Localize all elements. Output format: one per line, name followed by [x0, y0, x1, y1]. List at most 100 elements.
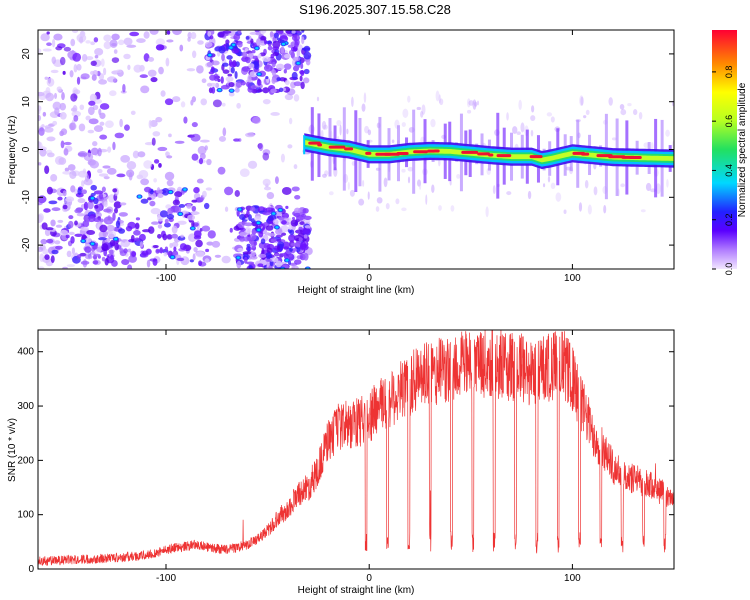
heatmap-speckle: [546, 112, 553, 117]
heatmap-speckle: [407, 166, 414, 172]
heatmap-noise-blob: [72, 30, 79, 34]
heatmap-noise-blob: [99, 121, 105, 126]
heatmap-noise-blob: [38, 246, 44, 252]
heatmap-cluster-blob: [119, 202, 127, 206]
heatmap-speckle: [516, 131, 521, 135]
heatmap-cluster-blob: [204, 41, 213, 48]
heatmap-noise-blob: [52, 101, 62, 111]
heatmap-noise-blob: [54, 240, 61, 245]
heatmap-noise-blob: [40, 238, 48, 245]
heatmap-cluster-blob: [109, 249, 114, 256]
heatmap-cluster-blob: [133, 230, 141, 236]
heatmap-cluster-blob: [237, 247, 244, 252]
heatmap-noise-blob: [46, 77, 55, 87]
heatmap-cluster-blob: [66, 250, 72, 258]
heatmap-noise-blob: [143, 31, 150, 39]
heatmap-speckle: [466, 98, 471, 108]
heatmap-noise-blob: [38, 91, 45, 97]
heatmap-cluster-blob: [45, 227, 54, 231]
heatmap-cluster-blob: [65, 196, 75, 203]
heatmap-cluster-blob: [121, 258, 130, 266]
heatmap-cluster-blob: [234, 71, 238, 79]
heatmap-cluster-blob: [273, 32, 279, 39]
heatmap-hotspot-core: [178, 212, 182, 216]
snr-y-tick-label: 300: [17, 401, 34, 412]
heatmap-speckle: [506, 112, 509, 121]
heatmap-cluster-blob: [237, 30, 242, 34]
heatmap-noise-blob: [266, 191, 275, 200]
heatmap-speckle: [308, 126, 312, 133]
heatmap-cluster-blob: [123, 248, 128, 254]
heatmap-cluster-blob: [262, 211, 271, 216]
heatmap-noise-blob: [42, 248, 49, 255]
heatmap-cluster-blob: [275, 63, 285, 71]
heatmap-noise-blob: [201, 78, 207, 84]
heatmap-cluster-blob: [50, 219, 56, 227]
heatmap-cluster-blob: [270, 88, 277, 94]
heatmap-cluster-blob: [191, 205, 197, 212]
heatmap-noise-blob: [112, 212, 116, 221]
heatmap-speckle: [346, 128, 349, 135]
heatmap-cluster-blob: [193, 246, 198, 253]
heatmap-cluster-blob: [252, 55, 258, 60]
heatmap-noise-blob: [200, 98, 208, 106]
heatmap-cluster-blob: [142, 229, 151, 233]
heatmap-cluster-blob: [283, 68, 287, 74]
heatmap-noise-blob: [69, 70, 74, 78]
heatmap-cluster-blob: [242, 251, 252, 255]
heatmap-speckle: [395, 198, 400, 205]
colorbar-tick-label: 0.4: [724, 164, 734, 177]
heatmap-noise-blob: [132, 150, 140, 159]
heatmap-noise-blob: [100, 58, 105, 67]
heatmap-noise-blob: [85, 209, 89, 215]
heatmap-cluster-blob: [93, 253, 101, 257]
heatmap-cluster-blob: [252, 60, 259, 65]
heatmap-cluster-blob: [237, 221, 245, 229]
heatmap-noise-blob: [199, 139, 210, 143]
heatmap-cluster-blob: [300, 62, 304, 70]
heatmap-cluster-blob: [113, 201, 122, 209]
heatmap-cluster-blob: [240, 80, 246, 86]
heatmap-noise-blob: [129, 31, 140, 37]
heatmap-ridge-peak: [365, 151, 372, 155]
heatmap-cluster-blob: [75, 192, 84, 198]
heatmap-speckle: [421, 104, 426, 115]
heatmap-cluster-blob: [247, 246, 251, 253]
heatmap-cluster-blob: [70, 185, 76, 193]
heatmap-cluster-blob: [86, 229, 96, 235]
heatmap-cluster-blob: [211, 60, 220, 66]
heatmap-noise-blob: [196, 178, 204, 184]
heatmap-noise-blob: [92, 141, 98, 147]
heatmap-speckle: [506, 191, 512, 196]
colorbar-tick-label: 0.2: [724, 213, 734, 226]
heatmap-speckle: [336, 120, 342, 126]
colorbar-label: Normalized spectral amplitude: [737, 82, 748, 217]
heatmap-speckle: [650, 142, 654, 151]
heatmap-noise-blob: [123, 37, 133, 46]
heatmap-noise-blob: [140, 178, 150, 186]
heatmap-cluster-blob: [249, 255, 258, 260]
heatmap-noise-blob: [126, 44, 137, 48]
heatmap-noise-blob: [151, 137, 156, 146]
heatmap-noise-blob: [180, 101, 186, 108]
heatmap-cluster-blob: [228, 59, 233, 66]
heatmap-cluster-blob: [293, 81, 302, 87]
heatmap-noise-blob: [198, 157, 204, 165]
heatmap-cluster-blob: [291, 71, 298, 80]
heatmap-speckle: [376, 197, 383, 204]
heatmap-noise-blob: [164, 98, 174, 106]
heatmap-noise-blob: [293, 164, 298, 170]
heatmap-hotspot-core: [169, 190, 173, 194]
heatmap-cluster-blob: [285, 205, 289, 209]
heatmap-noise-blob: [70, 93, 78, 102]
heatmap-noise-blob: [174, 140, 185, 144]
heatmap-cluster-blob: [46, 238, 54, 244]
heatmap-hotspot-core: [257, 228, 261, 232]
heatmap-cluster-blob: [246, 81, 251, 87]
heatmap-noise-blob: [89, 70, 95, 76]
heatmap-speckle: [439, 98, 444, 106]
heatmap-noise-blob: [107, 146, 112, 153]
heatmap-speckle: [550, 182, 556, 190]
colorbar-gradient: [712, 30, 737, 269]
heatmap-y-tick-label: -10: [21, 190, 32, 205]
